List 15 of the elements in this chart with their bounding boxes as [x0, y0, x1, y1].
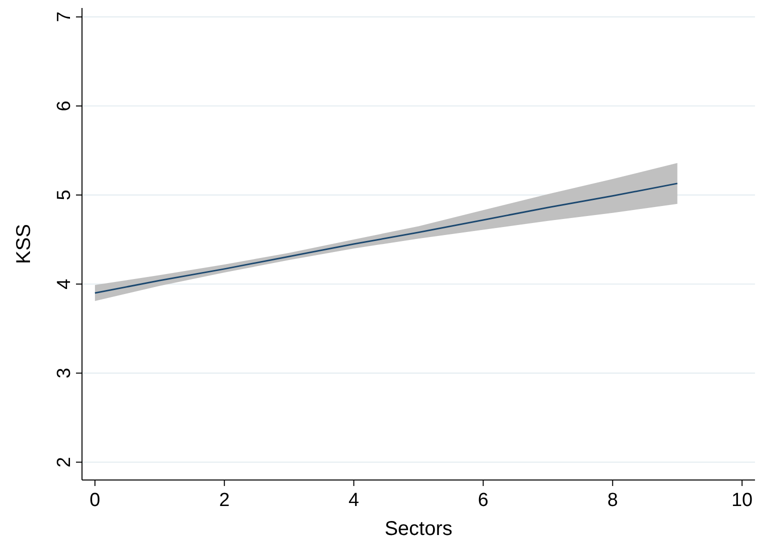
- x-tick-label: 2: [219, 490, 230, 511]
- y-tick-label: 3: [54, 368, 75, 378]
- y-axis-title: KSS: [13, 224, 35, 264]
- line-series: [94, 182, 678, 294]
- x-tick-label: 4: [348, 490, 360, 511]
- y-tick-label: 2: [54, 456, 75, 468]
- x-tick-label: 6: [478, 490, 488, 511]
- y-tick-label: 6: [54, 100, 75, 112]
- x-axis-title: Sectors: [384, 518, 452, 540]
- y-tick-label: 5: [54, 190, 75, 200]
- x-tick-label: 8: [607, 490, 618, 511]
- x-tick-label: 10: [731, 490, 753, 511]
- y-tick-label: 7: [54, 12, 75, 22]
- y-tick-label: 4: [54, 278, 75, 290]
- x-tick-label: 0: [90, 490, 100, 511]
